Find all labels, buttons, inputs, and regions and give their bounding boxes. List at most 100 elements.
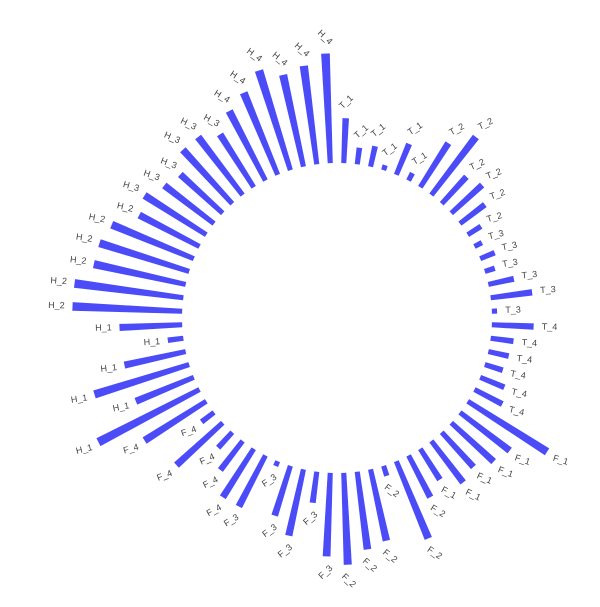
bar-label: F_4: [205, 502, 223, 518]
bar: [93, 362, 190, 399]
bar: [92, 260, 187, 287]
bar-label: T_4: [508, 404, 525, 417]
bar-label: T_3: [487, 228, 504, 241]
bar-label: F_2: [426, 544, 444, 561]
bar-label: T_3: [521, 269, 538, 281]
bar-label: F_1: [440, 484, 458, 500]
bar-label: H_3: [202, 112, 221, 129]
bar: [123, 349, 187, 369]
bar: [466, 399, 550, 456]
bar-label: T_1: [410, 150, 428, 167]
bar-label: F_2: [361, 556, 379, 574]
bar-label: T_1: [380, 141, 398, 158]
bar: [134, 374, 195, 405]
bar-label: T_4: [516, 353, 533, 365]
bar-label: H_1: [95, 322, 112, 332]
bar-label: T_4: [521, 337, 537, 348]
bar-label: H_2: [70, 254, 88, 266]
bar: [73, 279, 184, 301]
bar-label: H_3: [122, 179, 141, 193]
bar-label: H_1: [70, 392, 88, 404]
bar-label: F_2: [381, 547, 399, 565]
bar: [490, 289, 533, 301]
bar: [473, 387, 504, 407]
bar: [393, 460, 432, 540]
bar-label: H_1: [75, 442, 93, 456]
bar-label: F_2: [340, 571, 358, 589]
bar: [381, 465, 390, 477]
bar-label: F_4: [155, 468, 173, 483]
bar: [142, 399, 208, 444]
bar: [72, 302, 183, 314]
bar-label: F_3: [260, 472, 278, 489]
bar: [142, 192, 208, 237]
bar: [487, 275, 515, 287]
bar: [429, 439, 466, 485]
bar-label: H_1: [100, 362, 118, 374]
bar-label: F_3: [316, 563, 334, 581]
bar: [354, 147, 363, 165]
bar-label: H_4: [245, 46, 264, 64]
bar: [368, 145, 378, 168]
bar: [309, 471, 320, 504]
bar-label: H_4: [316, 28, 335, 47]
bar: [137, 211, 201, 249]
bar-label: T_4: [510, 368, 527, 380]
bar-label: F_4: [201, 474, 219, 490]
bar: [354, 471, 372, 550]
bar-label: F_4: [198, 451, 216, 466]
bar: [439, 430, 476, 470]
bar: [273, 460, 281, 468]
bar: [98, 239, 190, 274]
bar-label: F_1: [552, 453, 570, 467]
bar: [119, 322, 183, 332]
bar: [479, 250, 496, 262]
bar: [439, 174, 469, 206]
bar: [167, 335, 184, 344]
bar: [487, 349, 510, 359]
bar: [491, 308, 498, 314]
bar: [381, 164, 388, 171]
bar: [174, 420, 225, 468]
bar: [299, 65, 320, 165]
bar-label: T_3: [505, 305, 521, 315]
bar-label: H_3: [142, 168, 161, 183]
bar-label: F_2: [383, 482, 401, 499]
bar-label: T_2: [485, 210, 503, 224]
bar-label: F_1: [514, 452, 532, 466]
bar-label: H_3: [159, 155, 178, 170]
bar-label: F_4: [122, 442, 140, 456]
bar: [321, 53, 333, 164]
bar-label: H_4: [293, 40, 312, 58]
bar-label: T_2: [488, 187, 506, 201]
bar-label: T_1: [406, 120, 424, 137]
bar: [490, 335, 514, 345]
bar-label: T_3: [501, 240, 518, 253]
bar-label: H_1: [143, 336, 160, 347]
bar: [418, 447, 443, 482]
bar-label: F_2: [429, 503, 447, 520]
bar: [216, 430, 235, 450]
bar: [279, 73, 306, 168]
bar-label: F_3: [301, 509, 319, 527]
bar-label: F_1: [464, 487, 482, 503]
bar-label: H_2: [116, 200, 134, 214]
bar: [458, 410, 512, 454]
bar: [484, 362, 504, 373]
bar-label: H_2: [50, 275, 67, 286]
bar: [199, 410, 216, 425]
bar: [491, 322, 534, 330]
bar-label: F_1: [475, 470, 493, 485]
bar-label: F_4: [180, 424, 198, 438]
bar-label: H_4: [270, 50, 289, 68]
bar-label: F_1: [497, 464, 515, 479]
bar: [322, 472, 333, 557]
bar-label: T_4: [542, 321, 558, 331]
bar: [458, 202, 487, 226]
bar: [466, 223, 483, 237]
bar-label: T_1: [352, 123, 370, 141]
bar: [449, 182, 485, 216]
bar: [341, 118, 349, 164]
bar-label: T_2: [468, 157, 486, 172]
